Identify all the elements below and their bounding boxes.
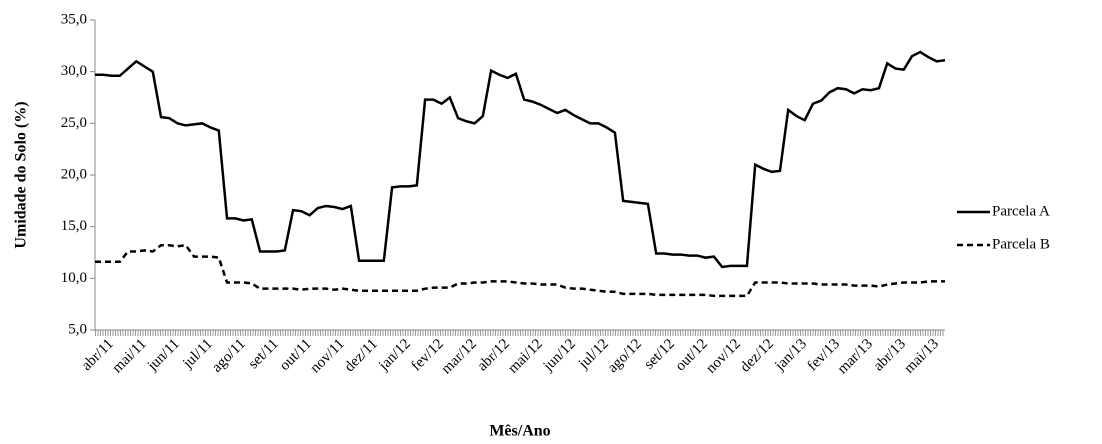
y-tick-label: 30,0 xyxy=(61,63,87,79)
x-tick-label: jan/13 xyxy=(771,336,810,375)
x-axis-title: Mês/Ano xyxy=(489,423,550,440)
x-tick-label: mai/13 xyxy=(901,336,942,377)
legend-label: Parcela A xyxy=(992,203,1050,219)
x-tick-label: ago/12 xyxy=(605,336,645,376)
x-tick-label: out/11 xyxy=(277,336,315,374)
y-tick-label: 15,0 xyxy=(61,218,87,234)
x-tick-label: jun/11 xyxy=(144,336,183,375)
x-tick-label: nov/12 xyxy=(703,336,744,377)
y-tick-label: 5,0 xyxy=(68,321,87,337)
x-tick-label: jan/12 xyxy=(375,336,414,375)
x-tick-label: set/12 xyxy=(641,336,678,373)
x-tick-label: mai/12 xyxy=(505,336,546,377)
y-tick-label: 20,0 xyxy=(61,166,87,182)
x-minor-ticks xyxy=(95,330,945,336)
x-tick-label: nov/11 xyxy=(307,336,347,376)
x-tick-label: dez/11 xyxy=(342,336,381,375)
legend-label: Parcela B xyxy=(992,236,1050,252)
x-tick-label: set/11 xyxy=(246,336,282,372)
series-line xyxy=(95,243,945,298)
y-axis-title: Umidade do Solo (%) xyxy=(13,101,30,248)
x-tick-label: jun/12 xyxy=(540,336,579,375)
y-tick-label: 25,0 xyxy=(61,115,87,131)
y-tick-label: 10,0 xyxy=(61,270,87,286)
x-tick-label: mar/12 xyxy=(439,336,480,377)
series-line xyxy=(95,50,946,269)
x-tick-label: ago/11 xyxy=(209,336,249,376)
x-tick-label: mai/11 xyxy=(109,336,149,376)
y-tick-label: 35,0 xyxy=(61,11,87,27)
x-tick-label: dez/12 xyxy=(737,336,777,376)
x-tick-label: mar/13 xyxy=(835,336,876,377)
x-tick-label: abr/11 xyxy=(79,336,117,374)
